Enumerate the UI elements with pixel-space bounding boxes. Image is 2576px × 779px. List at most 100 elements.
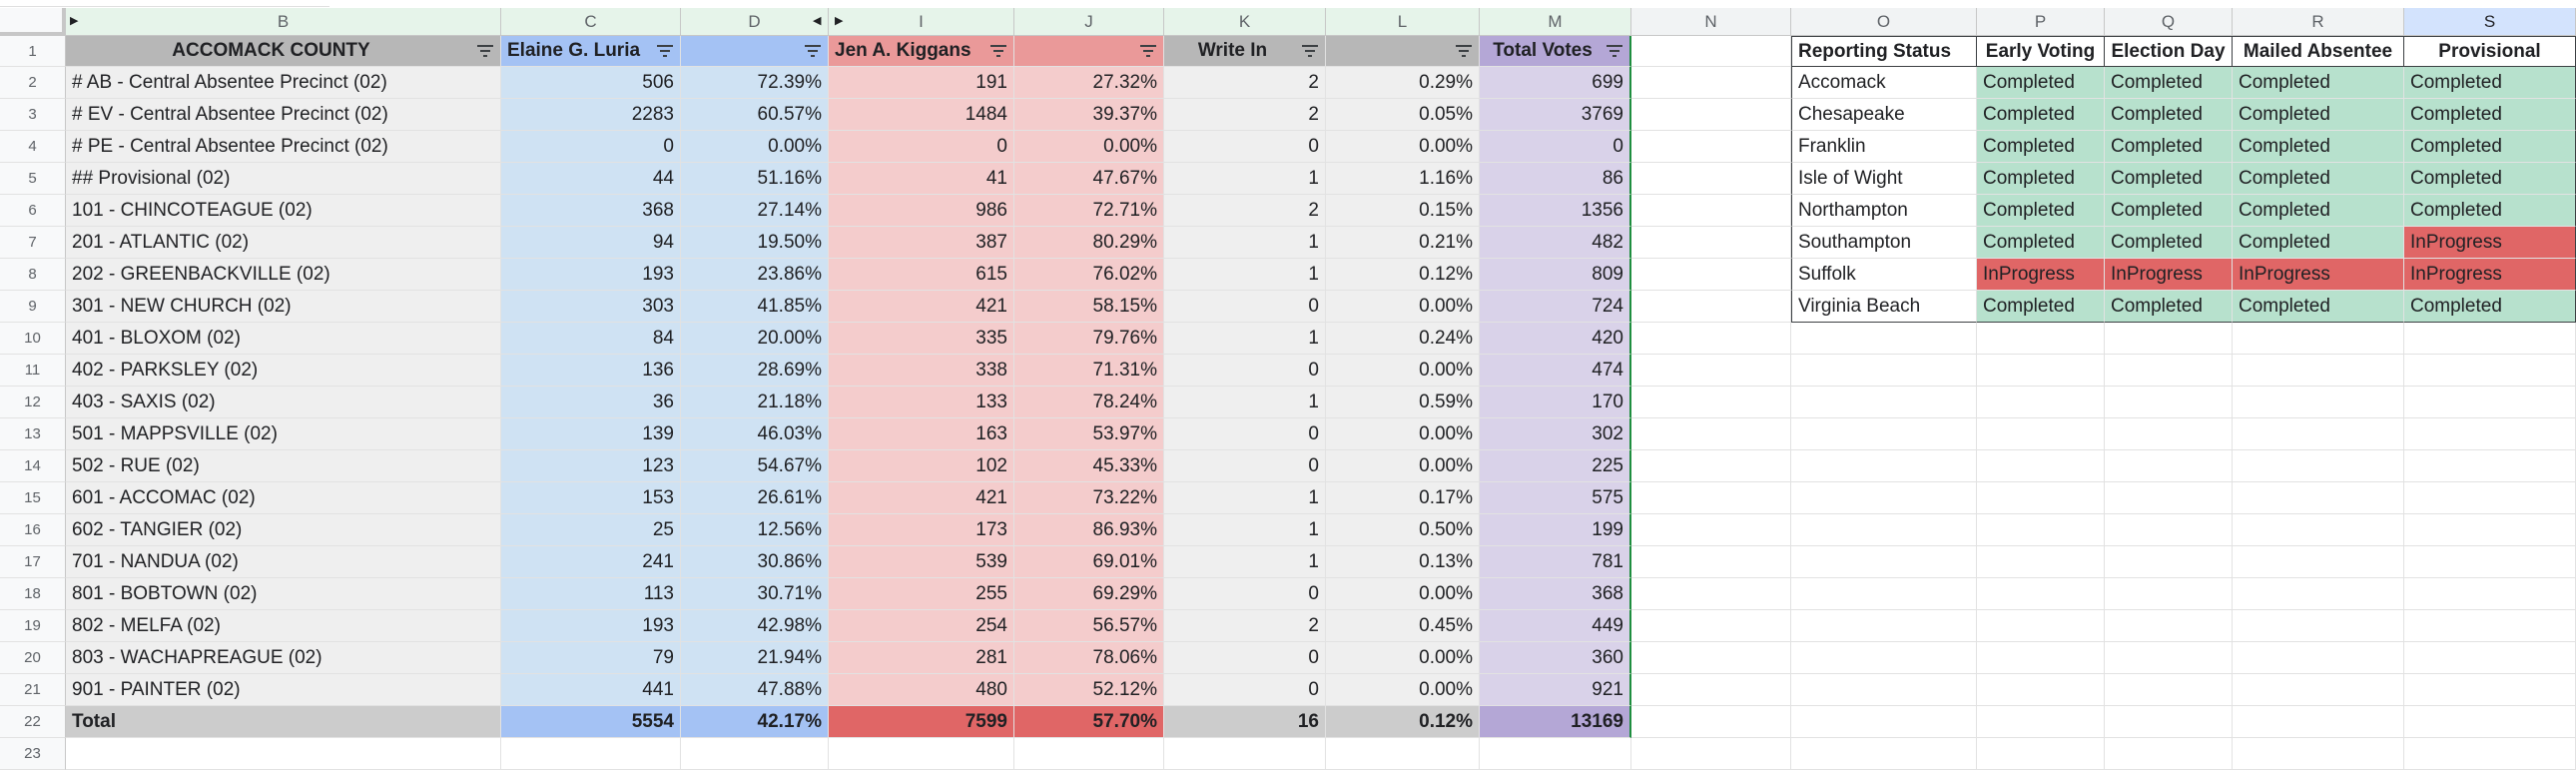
results-cell[interactable]: 27.32% (1014, 67, 1164, 99)
status-value[interactable]: Completed (2233, 163, 2404, 195)
empty-cell[interactable] (2404, 674, 2576, 706)
column-header-m[interactable]: M (1480, 8, 1631, 36)
empty-cell[interactable] (2404, 610, 2576, 642)
empty-cell[interactable] (2233, 546, 2404, 578)
results-cell[interactable]: 78.24% (1014, 387, 1164, 418)
results-cell[interactable]: 53.97% (1014, 418, 1164, 450)
results-cell[interactable]: 0.00% (1326, 291, 1480, 323)
results-cell[interactable]: 724 (1480, 291, 1631, 323)
status-county[interactable]: Isle of Wight (1791, 163, 1977, 195)
results-cell[interactable]: 0.13% (1326, 546, 1480, 578)
row-header-11[interactable]: 11 (0, 355, 66, 387)
empty-cell[interactable] (1791, 738, 1977, 770)
empty-cell[interactable] (1631, 259, 1791, 291)
results-cell[interactable]: 302 (1480, 418, 1631, 450)
results-cell[interactable]: 133 (829, 387, 1014, 418)
empty-cell[interactable] (1631, 355, 1791, 387)
empty-cell[interactable] (1977, 674, 2105, 706)
row-header-13[interactable]: 13 (0, 418, 66, 450)
column-header-o[interactable]: O (1791, 8, 1977, 36)
results-cell[interactable]: 0.00% (1326, 674, 1480, 706)
row-header-4[interactable]: 4 (0, 131, 66, 163)
results-cell[interactable]: 0.17% (1326, 482, 1480, 514)
empty-cell[interactable] (1791, 610, 1977, 642)
results-cell[interactable]: 60.57% (681, 99, 829, 131)
results-cell[interactable]: 0 (1164, 355, 1326, 387)
column-header-b[interactable]: B (66, 8, 501, 36)
results-cell[interactable]: 72.71% (1014, 195, 1164, 227)
empty-cell[interactable] (1977, 706, 2105, 738)
row-header-10[interactable]: 10 (0, 323, 66, 355)
results-cell[interactable]: 25 (501, 514, 681, 546)
precinct-name[interactable]: 301 - NEW CHURCH (02) (66, 291, 501, 323)
results-cell[interactable]: 20.00% (681, 323, 829, 355)
results-cell[interactable]: 0 (501, 131, 681, 163)
empty-cell[interactable] (829, 738, 1014, 770)
status-value[interactable]: Completed (2105, 67, 2233, 99)
status-value[interactable]: Completed (2404, 131, 2576, 163)
results-cell[interactable]: 2 (1164, 99, 1326, 131)
results-cell[interactable]: 23.86% (681, 259, 829, 291)
results-cell[interactable]: 506 (501, 67, 681, 99)
filter-icon[interactable] (989, 44, 1007, 58)
empty-cell[interactable] (1631, 99, 1791, 131)
results-cell[interactable]: 421 (829, 482, 1014, 514)
empty-cell[interactable] (2105, 355, 2233, 387)
results-cell[interactable]: 1 (1164, 259, 1326, 291)
results-cell[interactable]: 46.03% (681, 418, 829, 450)
status-value[interactable]: Completed (2105, 195, 2233, 227)
column-header-j[interactable]: J (1014, 8, 1164, 36)
total-cell[interactable]: 13169 (1480, 706, 1631, 738)
empty-cell[interactable] (2233, 387, 2404, 418)
row-header-8[interactable]: 8 (0, 259, 66, 291)
column-header-c[interactable]: C (501, 8, 681, 36)
empty-cell[interactable] (1014, 738, 1164, 770)
results-cell[interactable]: 1 (1164, 387, 1326, 418)
empty-cell[interactable] (1631, 131, 1791, 163)
empty-cell[interactable] (66, 738, 501, 770)
empty-cell[interactable] (1631, 738, 1791, 770)
status-value[interactable]: Completed (2404, 195, 2576, 227)
results-cell[interactable]: 441 (501, 674, 681, 706)
total-cell[interactable]: 16 (1164, 706, 1326, 738)
empty-cell[interactable] (2233, 450, 2404, 482)
status-value[interactable]: Completed (1977, 163, 2105, 195)
total-cell[interactable]: 5554 (501, 706, 681, 738)
results-cell[interactable]: 73.22% (1014, 482, 1164, 514)
empty-cell[interactable] (1977, 387, 2105, 418)
results-cell[interactable]: 0.50% (1326, 514, 1480, 546)
results-cell[interactable]: 482 (1480, 227, 1631, 259)
status-value[interactable]: Completed (2233, 131, 2404, 163)
status-value[interactable]: Completed (1977, 67, 2105, 99)
results-cell[interactable]: 30.86% (681, 546, 829, 578)
results-cell[interactable]: 36 (501, 387, 681, 418)
results-cell[interactable]: 387 (829, 227, 1014, 259)
empty-cell[interactable] (1977, 450, 2105, 482)
results-cell[interactable]: 986 (829, 195, 1014, 227)
row-header-3[interactable]: 3 (0, 99, 66, 131)
column-header-d[interactable]: D (681, 8, 829, 36)
empty-cell[interactable] (1791, 450, 1977, 482)
results-cell[interactable]: 335 (829, 323, 1014, 355)
results-cell[interactable]: 338 (829, 355, 1014, 387)
empty-cell[interactable] (1977, 642, 2105, 674)
empty-cell[interactable] (2105, 387, 2233, 418)
results-cell[interactable]: 0.12% (1326, 259, 1480, 291)
results-cell[interactable]: 71.31% (1014, 355, 1164, 387)
precinct-name[interactable]: 402 - PARKSLEY (02) (66, 355, 501, 387)
empty-cell[interactable] (1977, 323, 2105, 355)
results-cell[interactable]: 47.88% (681, 674, 829, 706)
status-county[interactable]: Suffolk (1791, 259, 1977, 291)
status-value[interactable]: Completed (1977, 227, 2105, 259)
empty-cell[interactable] (1791, 323, 1977, 355)
filter-icon[interactable] (476, 44, 494, 58)
results-cell[interactable]: 1356 (1480, 195, 1631, 227)
precinct-name[interactable]: 701 - NANDUA (02) (66, 546, 501, 578)
row-header-12[interactable]: 12 (0, 387, 66, 418)
total-cell[interactable]: 42.17% (681, 706, 829, 738)
results-cell[interactable]: 2 (1164, 195, 1326, 227)
empty-cell[interactable] (1631, 514, 1791, 546)
results-cell[interactable]: 44 (501, 163, 681, 195)
results-cell[interactable]: 449 (1480, 610, 1631, 642)
empty-cell[interactable] (1791, 578, 1977, 610)
